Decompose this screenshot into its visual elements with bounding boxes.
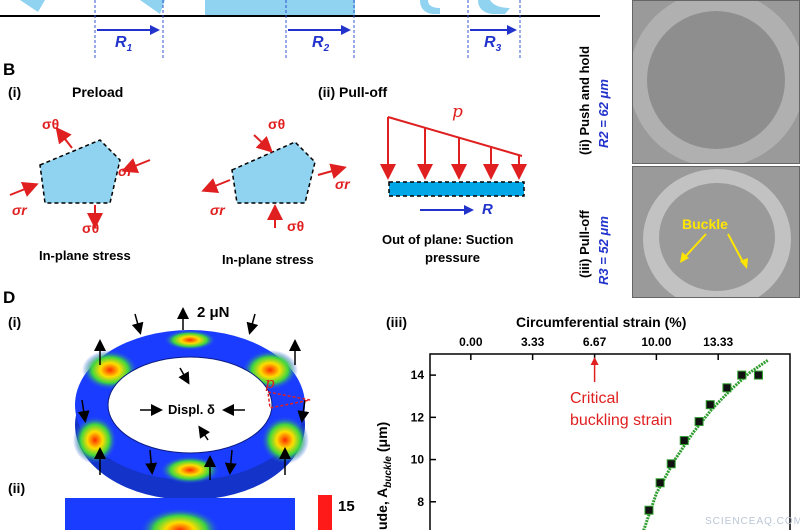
r1-label: R1 [115, 34, 133, 55]
pull-off-title: (ii) Pull-off [318, 84, 388, 100]
y-tick-label-2: 10 [411, 453, 425, 467]
pillar-shape-5 [478, 0, 510, 14]
data-point-1 [644, 505, 654, 515]
fea-ring [65, 307, 332, 530]
watermark: SCIENCEAQ.COM [705, 516, 800, 527]
panel-b-letter: B [3, 60, 16, 79]
stress-caption-1: In-plane stress [39, 248, 131, 263]
sigma-theta-2: σθ [82, 220, 100, 236]
element-pulloff [231, 141, 316, 204]
suction-caption-1: Out of plane: Suction [382, 232, 514, 247]
pillar-shape-2 [140, 0, 165, 14]
y-tick-label-3: 8 [417, 495, 424, 509]
top-tick-label-3: 10.00 [641, 335, 671, 349]
colorbar [318, 495, 332, 530]
pillar-shape-3 [205, 0, 355, 15]
pull-off-radius: R3 = 52 μm [596, 216, 611, 285]
data-point-7 [722, 383, 732, 393]
force-label: 2 μN [197, 304, 230, 321]
micrograph-push-hold [632, 0, 800, 164]
sigma-r-1: σr [12, 202, 27, 218]
suction-caption-2: pressure [425, 250, 480, 265]
panel-b-i-label: (i) [8, 84, 22, 100]
top-tick-label-1: 3.33 [521, 335, 545, 349]
preload-title: Preload [72, 84, 124, 100]
pillar-shape-1 [20, 0, 45, 12]
pillar-shape-4 [420, 0, 440, 14]
data-point-2 [655, 478, 665, 488]
stress-diagrams [9, 116, 527, 229]
annotation-line2: buckling strain [570, 412, 673, 429]
top-tick-label-2: 6.67 [583, 335, 607, 349]
plot-frame [429, 353, 791, 530]
micrograph-pull-off [632, 166, 800, 298]
arrow-r3 [507, 25, 517, 35]
y-tick-label-0: 14 [411, 368, 425, 382]
sigma-r-2: σr [118, 163, 133, 179]
y-tick-label-1: 12 [411, 410, 425, 424]
film-radius-symbol: R [482, 201, 493, 218]
data-point-3 [666, 459, 676, 469]
colorbar-max: 15 [338, 498, 355, 515]
pressure-envelope [387, 116, 523, 157]
data-point-9 [753, 370, 763, 380]
sigma-theta-1: σθ [42, 116, 60, 132]
panel-d-letter: D [3, 288, 16, 307]
displacement-label: Displ. δ [168, 402, 215, 417]
push-hold-radius: R2 = 62 μm [596, 79, 611, 148]
panel-d-ii-label: (ii) [8, 480, 26, 496]
data-point-8 [737, 370, 747, 380]
sigma-theta-3: σθ [268, 116, 286, 132]
plot-top-axis-title: Circumferential strain (%) [516, 314, 687, 330]
sigma-r-3: σr [210, 202, 225, 218]
buckle-label: Buckle [682, 216, 728, 232]
fit-line [642, 359, 769, 530]
top-tick-label-4: 13.33 [703, 335, 733, 349]
fea-p-label: p [265, 374, 275, 392]
arrow-film-r [464, 205, 474, 215]
data-point-5 [694, 417, 704, 427]
arrow-r1 [150, 25, 160, 35]
buckle-arrows [680, 233, 748, 269]
panel-d-i-label: (i) [8, 314, 22, 330]
sigma-r-4: σr [335, 176, 350, 192]
film-strip [388, 181, 525, 197]
annotation-line1: Critical [570, 390, 619, 407]
critical-strain-arrowhead [590, 357, 599, 365]
element-preload [39, 139, 121, 204]
plot-label: (iii) [386, 314, 407, 330]
data-point-4 [679, 436, 689, 446]
push-hold-label: (ii) Push and hold [577, 45, 592, 155]
r3-label: R3 [484, 34, 502, 55]
pull-off-label: (iii) Pull-off [577, 210, 592, 278]
r2-label: R2 [312, 34, 330, 55]
stress-caption-2: In-plane stress [222, 252, 314, 267]
data-point-6 [705, 400, 715, 410]
top-tick-label-0: 0.00 [459, 335, 483, 349]
sigma-theta-4: σθ [287, 218, 305, 234]
pressure-symbol: p [452, 102, 463, 122]
arrow-r2 [341, 25, 351, 35]
panel-a-diagram [0, 0, 600, 60]
